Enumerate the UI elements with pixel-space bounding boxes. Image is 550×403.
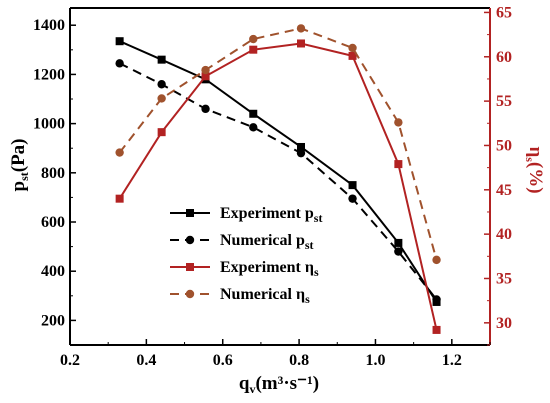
data-point [157,80,166,89]
data-point [348,43,357,53]
x-axis-title: qv(m³·s⁻¹) [239,373,319,396]
data-point [432,325,441,334]
legend-swatch-marker [185,235,195,245]
data-point [394,160,403,169]
x-tick-label: 0.8 [289,352,309,369]
data-point [249,109,258,118]
data-point [115,194,124,203]
x-tick-label: 0.6 [213,352,233,369]
legend: Experiment pst Numerical pst Experiment ηs… [170,205,322,306]
series-layer [115,24,441,334]
data-point [249,45,258,54]
x-tick-label: 0.2 [60,352,80,369]
x-tick-label: 0.4 [136,352,156,369]
legend-label: Experiment ηs [220,259,319,279]
data-point [296,148,306,158]
legend-label: Numerical ηs [220,286,310,306]
data-point [297,142,305,151]
right-tick-label: 45 [496,182,512,199]
right-tick-label: 60 [496,49,512,66]
legend-swatch-marker [186,263,194,271]
data-point [432,255,441,265]
series-2 [115,39,441,334]
data-point [157,55,166,64]
data-point [394,118,403,127]
series-line [118,42,438,331]
data-point [348,181,357,190]
data-point [249,123,258,132]
legend-swatch-marker [185,289,195,299]
data-point [348,194,357,203]
left-tick-label: 1000 [33,116,65,133]
data-point [394,247,403,256]
x-tick-label: 1.2 [442,352,462,369]
right-tick-label: 55 [496,93,512,110]
data-point [201,65,210,75]
legend-swatch-marker [186,209,194,217]
legend-item: Numerical pst [170,232,314,252]
data-point [115,59,124,68]
plot-frame [69,7,491,346]
data-point [157,128,166,137]
x-axis-ticks: 0.2 0.4 0.6 0.8 1.0 1.2 [60,339,491,369]
data-point [297,39,305,48]
x-tick-label: 1.0 [365,352,385,369]
data-point [348,51,357,60]
right-tick-label: 65 [496,4,512,21]
legend-label: Numerical pst [220,232,314,252]
data-point [115,37,124,46]
data-point [432,295,441,304]
left-tick-label: 400 [41,263,65,280]
right-tick-label: 40 [496,226,512,243]
left-axis-ticks: 200 400 600 800 1000 1200 1400 [33,17,76,346]
left-tick-label: 200 [41,312,65,329]
left-tick-label: 1400 [33,17,65,34]
right-axis-ticks: 30 35 40 45 50 55 60 65 [484,4,512,346]
series-3 [115,24,441,265]
left-tick-label: 1200 [33,66,65,83]
right-axis-title: ηs(%) [523,146,546,193]
left-axis-title: pst(Pa) [8,138,31,191]
data-point [201,104,210,114]
left-tick-label: 600 [41,214,65,231]
data-point [249,34,258,44]
series-1 [115,59,441,304]
data-point [296,24,306,33]
legend-item: Numerical ηs [170,286,310,306]
data-point [201,72,210,81]
left-tick-label: 800 [41,165,65,182]
right-tick-label: 35 [496,270,512,287]
data-point [394,238,403,247]
legend-label: Experiment pst [220,205,322,225]
right-tick-label: 50 [496,137,512,154]
series-line [119,40,438,303]
right-tick-label: 30 [496,315,512,332]
legend-item: Experiment ηs [170,259,319,279]
legend-item: Experiment pst [170,205,322,225]
series-line [118,27,438,261]
data-point [157,94,166,103]
data-point [115,148,124,157]
